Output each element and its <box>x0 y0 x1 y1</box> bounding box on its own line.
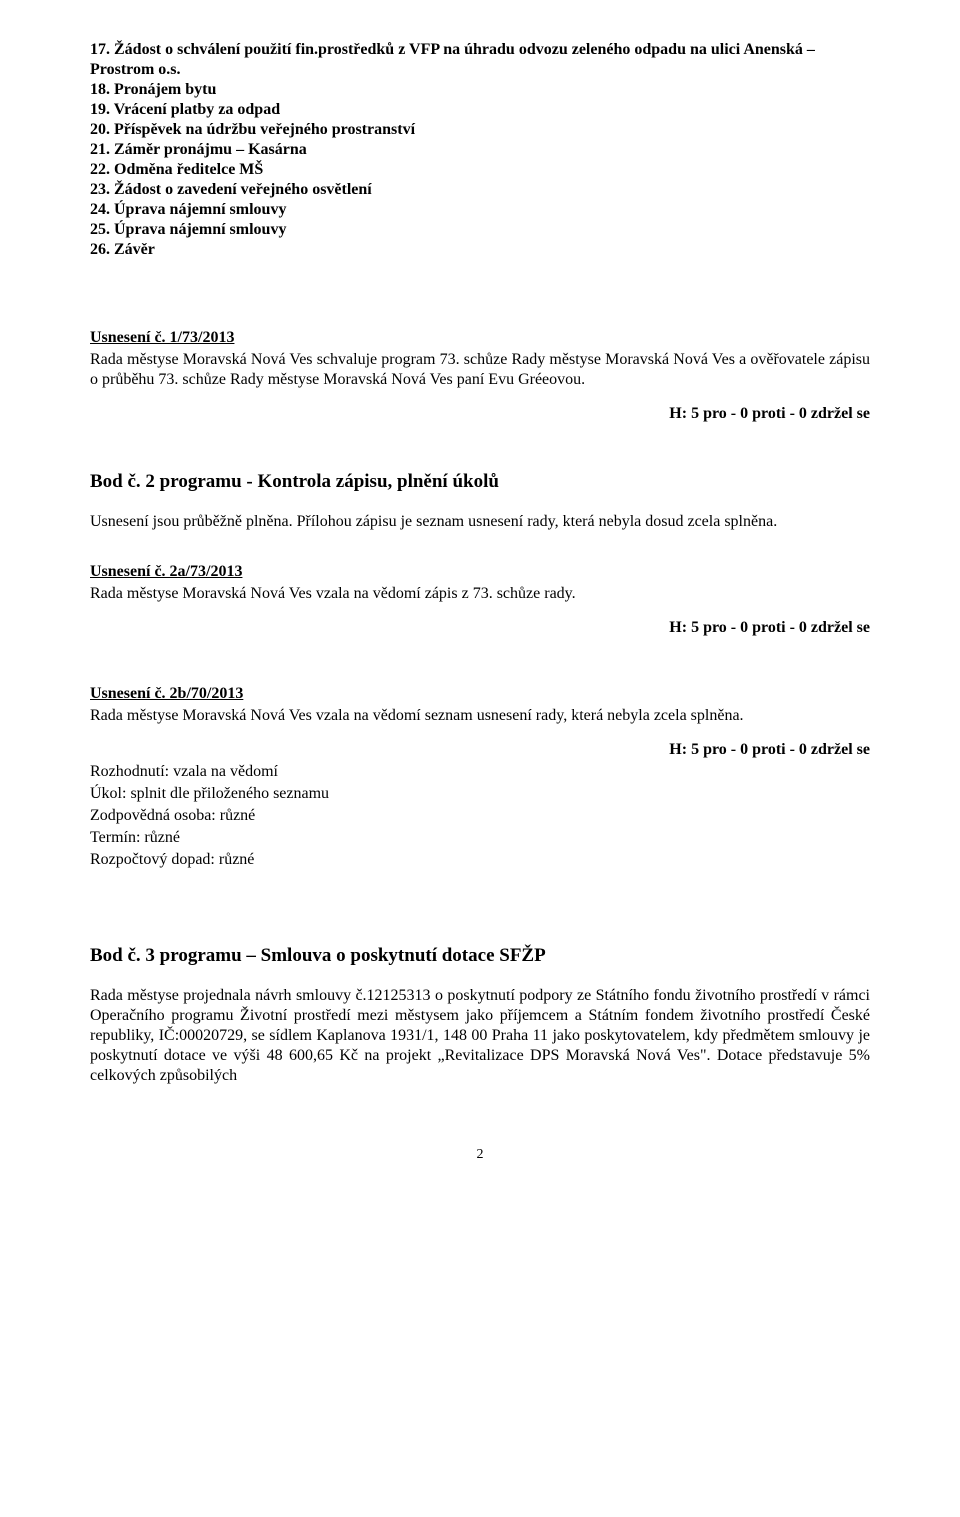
agenda-item: 22. Odměna ředitelce MŠ <box>90 160 870 180</box>
vote-result: H: 5 pro - 0 proti - 0 zdržel se <box>90 740 870 760</box>
resolution-title: Usnesení č. 2b/70/2013 <box>90 684 870 704</box>
detail-line: Termín: různé <box>90 828 870 848</box>
agenda-item: 21. Záměr pronájmu – Kasárna <box>90 140 870 160</box>
resolution-2a: Usnesení č. 2a/73/2013 Rada městyse Mora… <box>90 562 870 604</box>
resolution-body: Rada městyse Moravská Nová Ves schvaluje… <box>90 350 870 390</box>
resolution-details: Rozhodnutí: vzala na vědomí Úkol: splnit… <box>90 762 870 870</box>
agenda-item: 23. Žádost o zavedení veřejného osvětlen… <box>90 180 870 200</box>
vote-result: H: 5 pro - 0 proti - 0 zdržel se <box>90 404 870 424</box>
detail-line: Zodpovědná osoba: různé <box>90 806 870 826</box>
resolution-body: Rada městyse Moravská Nová Ves vzala na … <box>90 706 870 726</box>
agenda-item: 18. Pronájem bytu <box>90 80 870 100</box>
resolution-title: Usnesení č. 2a/73/2013 <box>90 562 870 582</box>
agenda-item: 19. Vrácení platby za odpad <box>90 100 870 120</box>
detail-line: Úkol: splnit dle přiloženého seznamu <box>90 784 870 804</box>
agenda-item: 20. Příspěvek na údržbu veřejného prostr… <box>90 120 870 140</box>
detail-line: Rozhodnutí: vzala na vědomí <box>90 762 870 782</box>
resolution-1: Usnesení č. 1/73/2013 Rada městyse Morav… <box>90 328 870 390</box>
section-heading-3: Bod č. 3 programu – Smlouva o poskytnutí… <box>90 944 870 968</box>
agenda-item: 24. Úprava nájemní smlouvy <box>90 200 870 220</box>
resolution-body: Rada městyse Moravská Nová Ves vzala na … <box>90 584 870 604</box>
page-number: 2 <box>90 1146 870 1164</box>
resolution-2b: Usnesení č. 2b/70/2013 Rada městyse Mora… <box>90 684 870 726</box>
agenda-item: 17. Žádost o schválení použití fin.prost… <box>90 40 870 80</box>
detail-line: Rozpočtový dopad: různé <box>90 850 870 870</box>
agenda-list: 17. Žádost o schválení použití fin.prost… <box>90 40 870 260</box>
resolution-title: Usnesení č. 1/73/2013 <box>90 328 870 348</box>
section-paragraph: Rada městyse projednala návrh smlouvy č.… <box>90 986 870 1086</box>
agenda-item: 25. Úprava nájemní smlouvy <box>90 220 870 240</box>
agenda-item: 26. Závěr <box>90 240 870 260</box>
vote-result: H: 5 pro - 0 proti - 0 zdržel se <box>90 618 870 638</box>
section-intro: Usnesení jsou průběžně plněna. Přílohou … <box>90 512 870 532</box>
section-heading-2: Bod č. 2 programu - Kontrola zápisu, pln… <box>90 470 870 494</box>
